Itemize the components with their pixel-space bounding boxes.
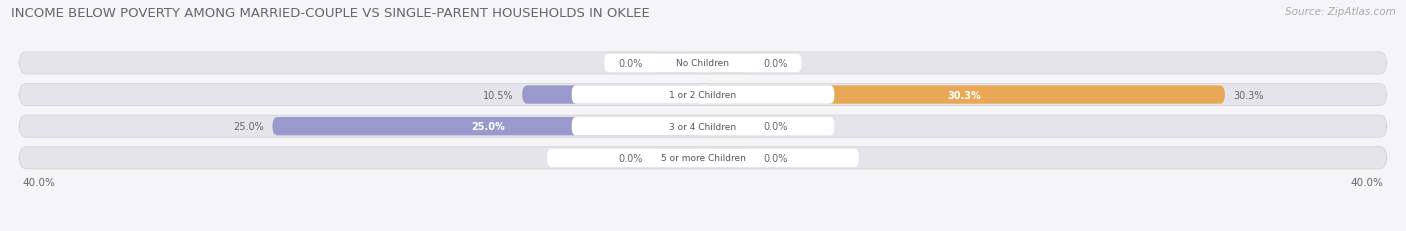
Text: 40.0%: 40.0% [22,177,56,187]
Text: 0.0%: 0.0% [763,59,787,69]
FancyBboxPatch shape [703,55,755,73]
FancyBboxPatch shape [651,55,703,73]
FancyBboxPatch shape [605,55,801,73]
Text: 0.0%: 0.0% [619,153,643,163]
FancyBboxPatch shape [703,118,755,136]
FancyBboxPatch shape [20,53,1386,75]
Text: 30.3%: 30.3% [948,90,981,100]
Text: 0.0%: 0.0% [619,59,643,69]
Text: 25.0%: 25.0% [233,122,264,132]
Text: 25.0%: 25.0% [471,122,505,132]
FancyBboxPatch shape [20,147,1386,169]
Text: 5 or more Children: 5 or more Children [661,154,745,163]
FancyBboxPatch shape [20,84,1386,106]
Text: 0.0%: 0.0% [763,153,787,163]
Text: 30.3%: 30.3% [1233,90,1264,100]
FancyBboxPatch shape [651,149,703,167]
FancyBboxPatch shape [20,116,1386,138]
Text: No Children: No Children [676,59,730,68]
FancyBboxPatch shape [547,149,859,167]
FancyBboxPatch shape [703,86,1225,104]
Text: 10.5%: 10.5% [482,90,513,100]
Text: Source: ZipAtlas.com: Source: ZipAtlas.com [1285,7,1396,17]
FancyBboxPatch shape [273,118,703,136]
Text: INCOME BELOW POVERTY AMONG MARRIED-COUPLE VS SINGLE-PARENT HOUSEHOLDS IN OKLEE: INCOME BELOW POVERTY AMONG MARRIED-COUPL… [11,7,650,20]
Text: 1 or 2 Children: 1 or 2 Children [669,91,737,100]
Legend: Married Couples, Single Parents: Married Couples, Single Parents [599,229,807,231]
Text: 40.0%: 40.0% [1350,177,1384,187]
FancyBboxPatch shape [522,86,703,104]
Text: 3 or 4 Children: 3 or 4 Children [669,122,737,131]
FancyBboxPatch shape [572,118,834,136]
FancyBboxPatch shape [572,86,834,104]
Text: 0.0%: 0.0% [763,122,787,132]
FancyBboxPatch shape [703,149,755,167]
Text: 10.5%: 10.5% [596,90,630,100]
